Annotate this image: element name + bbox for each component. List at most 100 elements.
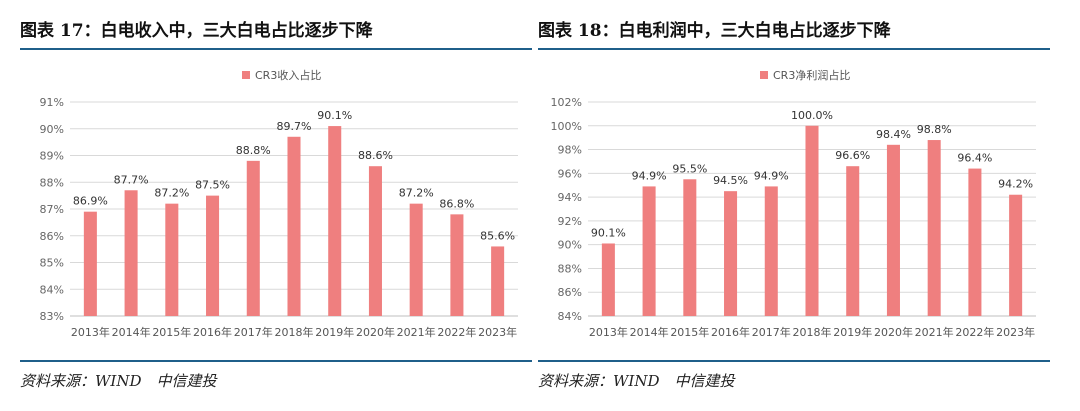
data-label: 87.7% <box>114 173 149 186</box>
y-tick-label: 98% <box>558 144 582 157</box>
x-tick-label: 2018年 <box>275 325 314 339</box>
bar <box>968 168 982 316</box>
bar <box>246 160 260 316</box>
x-tick-label: 2016年 <box>193 325 232 339</box>
x-tick-label: 2017年 <box>752 325 791 339</box>
bar <box>450 214 464 316</box>
y-tick-label: 85% <box>40 257 64 270</box>
y-tick-label: 84% <box>40 283 64 296</box>
bar <box>601 243 615 316</box>
data-label: 88.6% <box>358 149 393 162</box>
source-rule <box>538 360 1050 362</box>
bar <box>287 136 301 316</box>
x-tick-label: 2016年 <box>711 325 750 339</box>
legend-swatch <box>242 71 250 79</box>
x-tick-label: 2023年 <box>996 325 1035 339</box>
data-label: 98.4% <box>876 128 911 141</box>
x-tick-label: 2023年 <box>478 325 517 339</box>
x-tick-label: 2018年 <box>793 325 832 339</box>
x-tick-label: 2015年 <box>670 325 709 339</box>
y-tick-label: 91% <box>40 96 64 109</box>
legend-swatch <box>760 71 768 79</box>
data-label: 94.5% <box>713 174 748 187</box>
y-tick-label: 88% <box>40 176 64 189</box>
x-tick-label: 2015年 <box>152 325 191 339</box>
data-label: 100.0% <box>791 109 833 122</box>
source-note: 资料来源：WIND 中信建投 <box>20 372 217 390</box>
chart-panel-profit: 图表 18：白电利润中，三大白电占比逐步下降 CR3净利润占比 84% 86% 88%… <box>538 0 1050 411</box>
data-label: 94.9% <box>632 169 667 182</box>
y-tick-label: 88% <box>558 262 582 275</box>
y-tick-label: 84% <box>558 310 582 323</box>
bar <box>83 211 97 316</box>
bar <box>886 144 900 316</box>
bar <box>724 191 738 316</box>
data-label: 87.2% <box>154 187 189 200</box>
data-label: 85.6% <box>480 229 515 242</box>
bar <box>328 126 342 316</box>
data-label: 90.1% <box>317 109 352 122</box>
y-tick-label: 90% <box>40 123 64 136</box>
bar <box>764 186 778 316</box>
x-tick-label: 2021年 <box>915 325 954 339</box>
data-label: 95.5% <box>672 162 707 175</box>
title-rule <box>538 48 1050 50</box>
data-label: 96.4% <box>957 152 992 165</box>
y-tick-label: 102% <box>551 96 582 109</box>
x-tick-label: 2022年 <box>437 325 476 339</box>
y-tick-label: 96% <box>558 167 582 180</box>
x-tick-label: 2013年 <box>71 325 110 339</box>
x-tick-label: 2019年 <box>833 325 872 339</box>
legend-label: CR3收入占比 <box>255 68 321 82</box>
y-tick-label: 86% <box>558 286 582 299</box>
data-label: 90.1% <box>591 226 626 239</box>
data-label: 94.2% <box>998 178 1033 191</box>
data-label: 94.9% <box>754 169 789 182</box>
bar <box>368 166 382 316</box>
data-label: 96.6% <box>835 149 870 162</box>
x-tick-label: 2013年 <box>589 325 628 339</box>
source-note: 资料来源：WIND 中信建投 <box>538 372 735 390</box>
bar <box>491 246 505 316</box>
data-label: 89.7% <box>277 120 312 133</box>
bar-chart-profit: CR3净利润占比 84% 86% 88% 90% 92% 94% 96% 98% 100% 102%… <box>551 68 1036 339</box>
bar <box>409 203 423 316</box>
bar <box>206 195 220 316</box>
x-tick-label: 2020年 <box>356 325 395 339</box>
data-label: 86.9% <box>73 195 108 208</box>
y-tick-label: 94% <box>558 191 582 204</box>
bar <box>165 203 179 316</box>
bar <box>1009 194 1023 316</box>
y-tick-label: 100% <box>551 120 582 133</box>
y-tick-label: 86% <box>40 230 64 243</box>
y-tick-label: 90% <box>558 239 582 252</box>
x-tick-label: 2022年 <box>955 325 994 339</box>
y-tick-label: 83% <box>40 310 64 323</box>
bar <box>642 186 656 316</box>
bar <box>846 166 860 316</box>
data-label: 86.8% <box>439 197 474 210</box>
title-rule <box>20 48 532 50</box>
x-tick-label: 2019年 <box>315 325 354 339</box>
bar <box>124 190 138 316</box>
y-tick-label: 92% <box>558 215 582 228</box>
x-tick-label: 2020年 <box>874 325 913 339</box>
data-label: 98.8% <box>917 123 952 136</box>
bar <box>683 179 697 316</box>
y-tick-label: 87% <box>40 203 64 216</box>
data-label: 88.8% <box>236 144 271 157</box>
source-rule <box>20 360 532 362</box>
data-label: 87.2% <box>399 187 434 200</box>
bar <box>805 125 819 317</box>
legend-label: CR3净利润占比 <box>773 68 850 82</box>
y-tick-label: 89% <box>40 150 64 163</box>
bar <box>927 140 941 316</box>
x-tick-label: 2017年 <box>234 325 273 339</box>
figure-title: 图表 18：白电利润中，三大白电占比逐步下降 <box>538 21 891 41</box>
figure-title: 图表 17：白电收入中，三大白电占比逐步下降 <box>20 21 373 41</box>
chart-panel-revenue: 图表 17：白电收入中，三大白电占比逐步下降 CR3收入占比 83% 84% 85% 8… <box>20 0 532 411</box>
x-tick-label: 2014年 <box>112 325 151 339</box>
x-tick-label: 2014年 <box>630 325 669 339</box>
x-tick-label: 2021年 <box>397 325 436 339</box>
data-label: 87.5% <box>195 179 230 192</box>
